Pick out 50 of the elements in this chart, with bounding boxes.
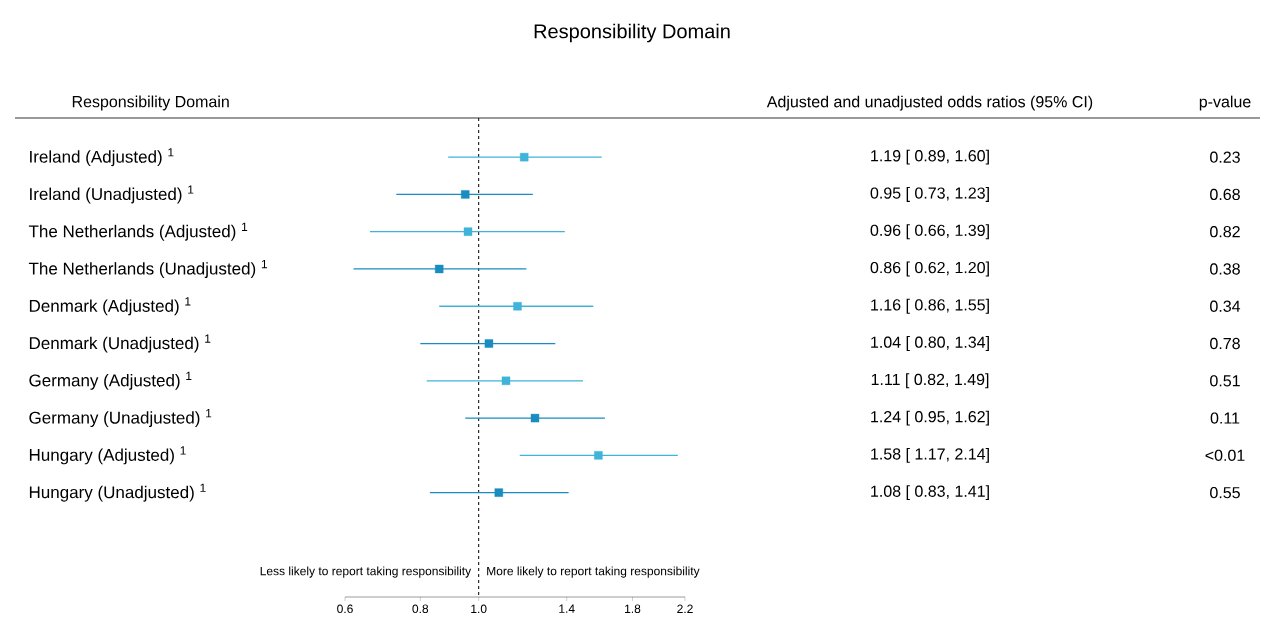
- text: 0.11: [1210, 412, 1240, 424]
- text: <0.01: [1205, 449, 1245, 462]
- text: Adjusted and unadjusted odds ratios (95% CI): [766, 95, 1093, 111]
- x-tick-label: 0.6: [337, 604, 353, 614]
- point: [494, 488, 504, 497]
- text: p-value: [1199, 95, 1251, 111]
- data-label: 0.86 [ 0.62, 1.20]: [870, 261, 989, 277]
- x-tick-label: 0.8: [412, 604, 429, 614]
- data-label: 1.58 [ 1.17, 2.14]: [871, 447, 989, 463]
- text: Less likely to report taking responsibility: [260, 566, 472, 578]
- y-tick-label: Ireland (Adjusted) $^{1}$: [30, 148, 174, 167]
- text: 0.51: [1210, 375, 1240, 387]
- point: [461, 190, 470, 199]
- y-tick-label: Denmark (Adjusted) $^{1}$: [29, 297, 191, 316]
- text: 0.68: [1210, 188, 1240, 201]
- data-label: 1.16 [ 0.86, 1.55]: [871, 298, 989, 314]
- text: 0.82: [1210, 226, 1240, 238]
- y-tick-label: Denmark (Unadjusted) $^{1}$: [29, 334, 211, 353]
- data-label: 0.96 [ 0.66, 1.39]: [870, 224, 989, 240]
- data-label: 0.95 [ 0.73, 1.23]: [870, 186, 989, 202]
- text: 0.38: [1210, 263, 1240, 275]
- y-tick-label: The Netherlands (Unadjusted) $^{1}$: [28, 259, 268, 278]
- y-tick-label: Germany (Adjusted) $^{1}$: [29, 371, 192, 390]
- point: [484, 339, 494, 348]
- data-label: 1.04 [ 0.80, 1.34]: [871, 336, 989, 351]
- text: 0.34: [1210, 300, 1241, 312]
- x-tick-label: 2.2: [677, 604, 693, 613]
- y-tick-label: Hungary (Unadjusted) $^{1}$: [29, 483, 206, 502]
- x-tick-label: 1.8: [625, 604, 641, 614]
- point: [501, 376, 511, 385]
- text: 0.23: [1210, 151, 1240, 163]
- text: 0.55: [1210, 486, 1240, 499]
- text: More likely to report taking responsibility: [487, 566, 700, 578]
- data-label: 1.08 [ 0.83, 1.41]: [871, 485, 989, 501]
- data-label: 1.11 [ 0.82, 1.49]: [871, 373, 989, 389]
- point: [530, 413, 540, 423]
- point: [463, 227, 473, 236]
- y-tick-label: Ireland (Unadjusted) $^{1}$: [30, 185, 194, 204]
- y-tick-label: Hungary (Adjusted) $^{1}$: [29, 446, 186, 465]
- x-tick-label: 1.0: [471, 604, 487, 614]
- y-tick-label: The Netherlands (Adjusted) $^{1}$: [28, 222, 248, 241]
- chart-title: Responsibility Domain: [534, 23, 730, 43]
- point: [520, 152, 529, 162]
- y-tick-label: Germany (Unadjusted) $^{1}$: [29, 409, 212, 428]
- text: 0.78: [1210, 337, 1240, 350]
- data-label: 1.24 [ 0.95, 1.62]: [871, 410, 989, 426]
- data-label: 1.19 [ 0.89, 1.60]: [871, 149, 989, 165]
- point: [513, 302, 522, 311]
- x-tick-label: 1.4: [559, 604, 575, 613]
- text: Responsibility Domain: [72, 95, 229, 111]
